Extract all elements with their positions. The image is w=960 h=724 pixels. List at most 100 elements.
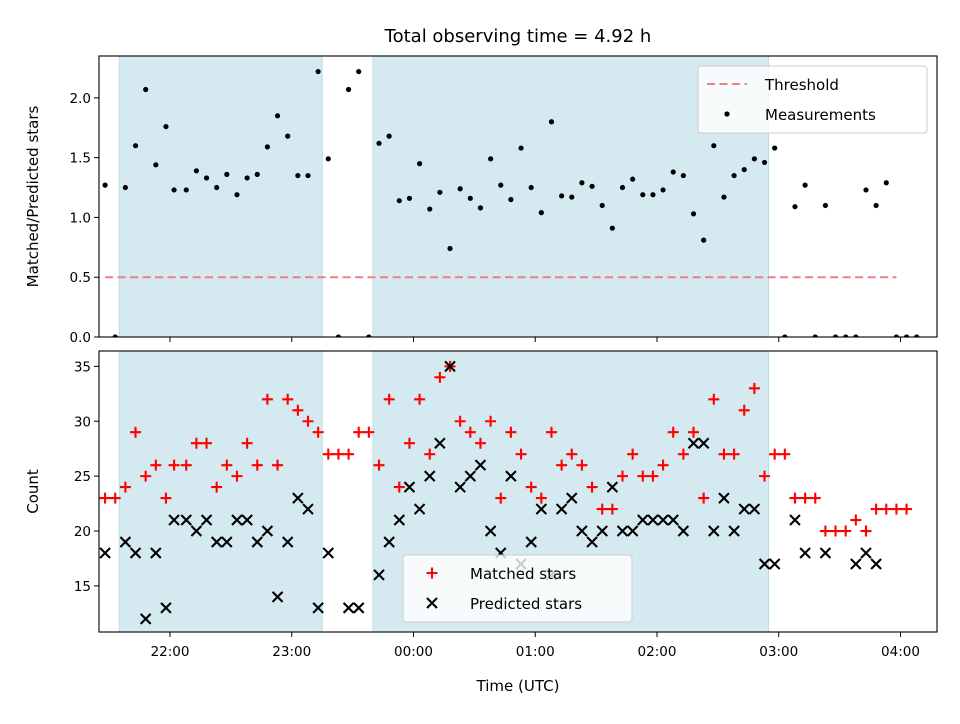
- measurement-point: [406, 195, 413, 201]
- predicted-star-point: [789, 514, 801, 526]
- legend-measurement-label: Measurements: [765, 106, 876, 124]
- x-tick-label: 23:00: [272, 644, 311, 660]
- predicted-star-point: [555, 503, 568, 515]
- measurement-point: [356, 68, 362, 75]
- matched-star-point: [880, 503, 892, 515]
- measurement-point: [680, 172, 686, 179]
- measurement-point: [345, 86, 352, 93]
- matched-star-point: [738, 404, 750, 416]
- predicted-star-point: [566, 492, 578, 504]
- predicted-star-point: [677, 525, 690, 537]
- matched-star-point: [769, 448, 781, 460]
- legend-bottom: Matched stars Predicted stars: [402, 554, 633, 623]
- predicted-star-point: [190, 525, 203, 537]
- predicted-star-point: [596, 525, 608, 537]
- predicted-star-point: [728, 525, 740, 537]
- predicted-star-point: [667, 514, 679, 526]
- predicted-star-point: [302, 503, 314, 515]
- measurement-point: [711, 143, 717, 149]
- measurement-point: [538, 210, 544, 216]
- measurement-point: [792, 204, 798, 210]
- matched-star-point: [515, 448, 527, 460]
- matched-star-point: [272, 459, 284, 471]
- matched-star-point: [576, 459, 588, 471]
- legend-threshold-label: Threshold: [764, 76, 839, 94]
- matched-star-point: [119, 481, 131, 493]
- measurement-point: [376, 140, 382, 146]
- measurement-point: [396, 198, 402, 204]
- predicted-star-point: [221, 536, 233, 548]
- measurement-point: [153, 162, 159, 168]
- measurement-point: [589, 183, 595, 189]
- measurement-point: [477, 205, 484, 211]
- predicted-star-point: [150, 547, 162, 559]
- measurement-point: [782, 334, 788, 337]
- matched-star-point: [261, 393, 273, 405]
- matched-star-point: [393, 481, 405, 493]
- predicted-star-point: [241, 514, 253, 526]
- panel-2: 15 20 25 30 35 22:00 23:00 00:00 01:00 02:00 03:00…: [24, 350, 938, 695]
- matched-star-point: [901, 503, 913, 515]
- predicted-star-point: [261, 525, 274, 537]
- measurement-point: [548, 119, 555, 125]
- matched-star-point: [819, 525, 831, 537]
- predicted-star-point: [373, 569, 385, 581]
- predicted-star-point: [99, 547, 111, 559]
- plot-area: [102, 56, 920, 337]
- matched-star-point: [241, 437, 253, 449]
- predicted-star-point: [637, 514, 649, 526]
- measurement-point: [609, 225, 615, 231]
- predicted-star-point: [758, 558, 771, 570]
- legend-box: [402, 554, 633, 623]
- predicted-star-point: [870, 558, 882, 570]
- predicted-star-point: [322, 547, 335, 559]
- measurement-point: [203, 175, 210, 181]
- matched-star-point: [677, 448, 689, 460]
- predicted-star-point: [576, 525, 588, 537]
- matched-star-point: [718, 448, 730, 460]
- matched-star-point: [363, 426, 375, 438]
- measurement-point: [244, 175, 250, 181]
- matched-star-point: [332, 448, 344, 460]
- matched-star-point: [535, 492, 547, 504]
- y-axis-label: Count: [24, 469, 42, 514]
- legend-predicted-label: Predicted stars: [470, 595, 582, 613]
- y-tick-label: 20: [74, 524, 91, 540]
- measurement-point: [812, 334, 818, 337]
- measurement-point: [254, 171, 260, 177]
- predicted-star-point: [647, 514, 659, 526]
- legend-top: Threshold Measurements: [697, 65, 928, 134]
- y-tick-label: 30: [74, 414, 91, 430]
- matched-star-point: [190, 437, 202, 449]
- measurement-point: [183, 187, 189, 193]
- predicted-star-point: [464, 470, 477, 482]
- measurement-point: [599, 202, 605, 209]
- y-tick-label: 15: [74, 579, 91, 595]
- predicted-star-point: [312, 602, 324, 614]
- matched-star-point: [109, 492, 121, 504]
- predicted-star-point: [484, 525, 497, 537]
- measurement-point: [731, 172, 737, 179]
- predicted-star-point: [423, 470, 436, 482]
- legend-matched-swatch: [426, 567, 438, 579]
- predicted-star-point: [271, 591, 284, 603]
- matched-star-point: [414, 393, 426, 405]
- predicted-star-point: [850, 558, 862, 570]
- chart-title: Total observing time = 4.92 h: [384, 26, 652, 47]
- matched-star-point: [830, 525, 842, 537]
- predicted-star-point: [708, 525, 720, 537]
- predicted-star-point: [292, 492, 304, 504]
- measurement-point: [802, 182, 808, 188]
- predicted-star-point: [474, 459, 487, 471]
- predicted-star-point: [687, 437, 700, 449]
- x-tick-label: 01:00: [516, 644, 555, 660]
- measurement-point: [630, 176, 636, 182]
- x-tick-label: 04:00: [881, 644, 920, 660]
- predicted-star-point: [160, 602, 172, 614]
- predicted-star-point: [119, 536, 132, 548]
- matched-star-point: [168, 459, 180, 471]
- y-tick-label: 1.0: [70, 210, 91, 226]
- predicted-star-point: [454, 481, 466, 493]
- measurement-point: [690, 211, 697, 217]
- matched-star-point: [556, 459, 568, 471]
